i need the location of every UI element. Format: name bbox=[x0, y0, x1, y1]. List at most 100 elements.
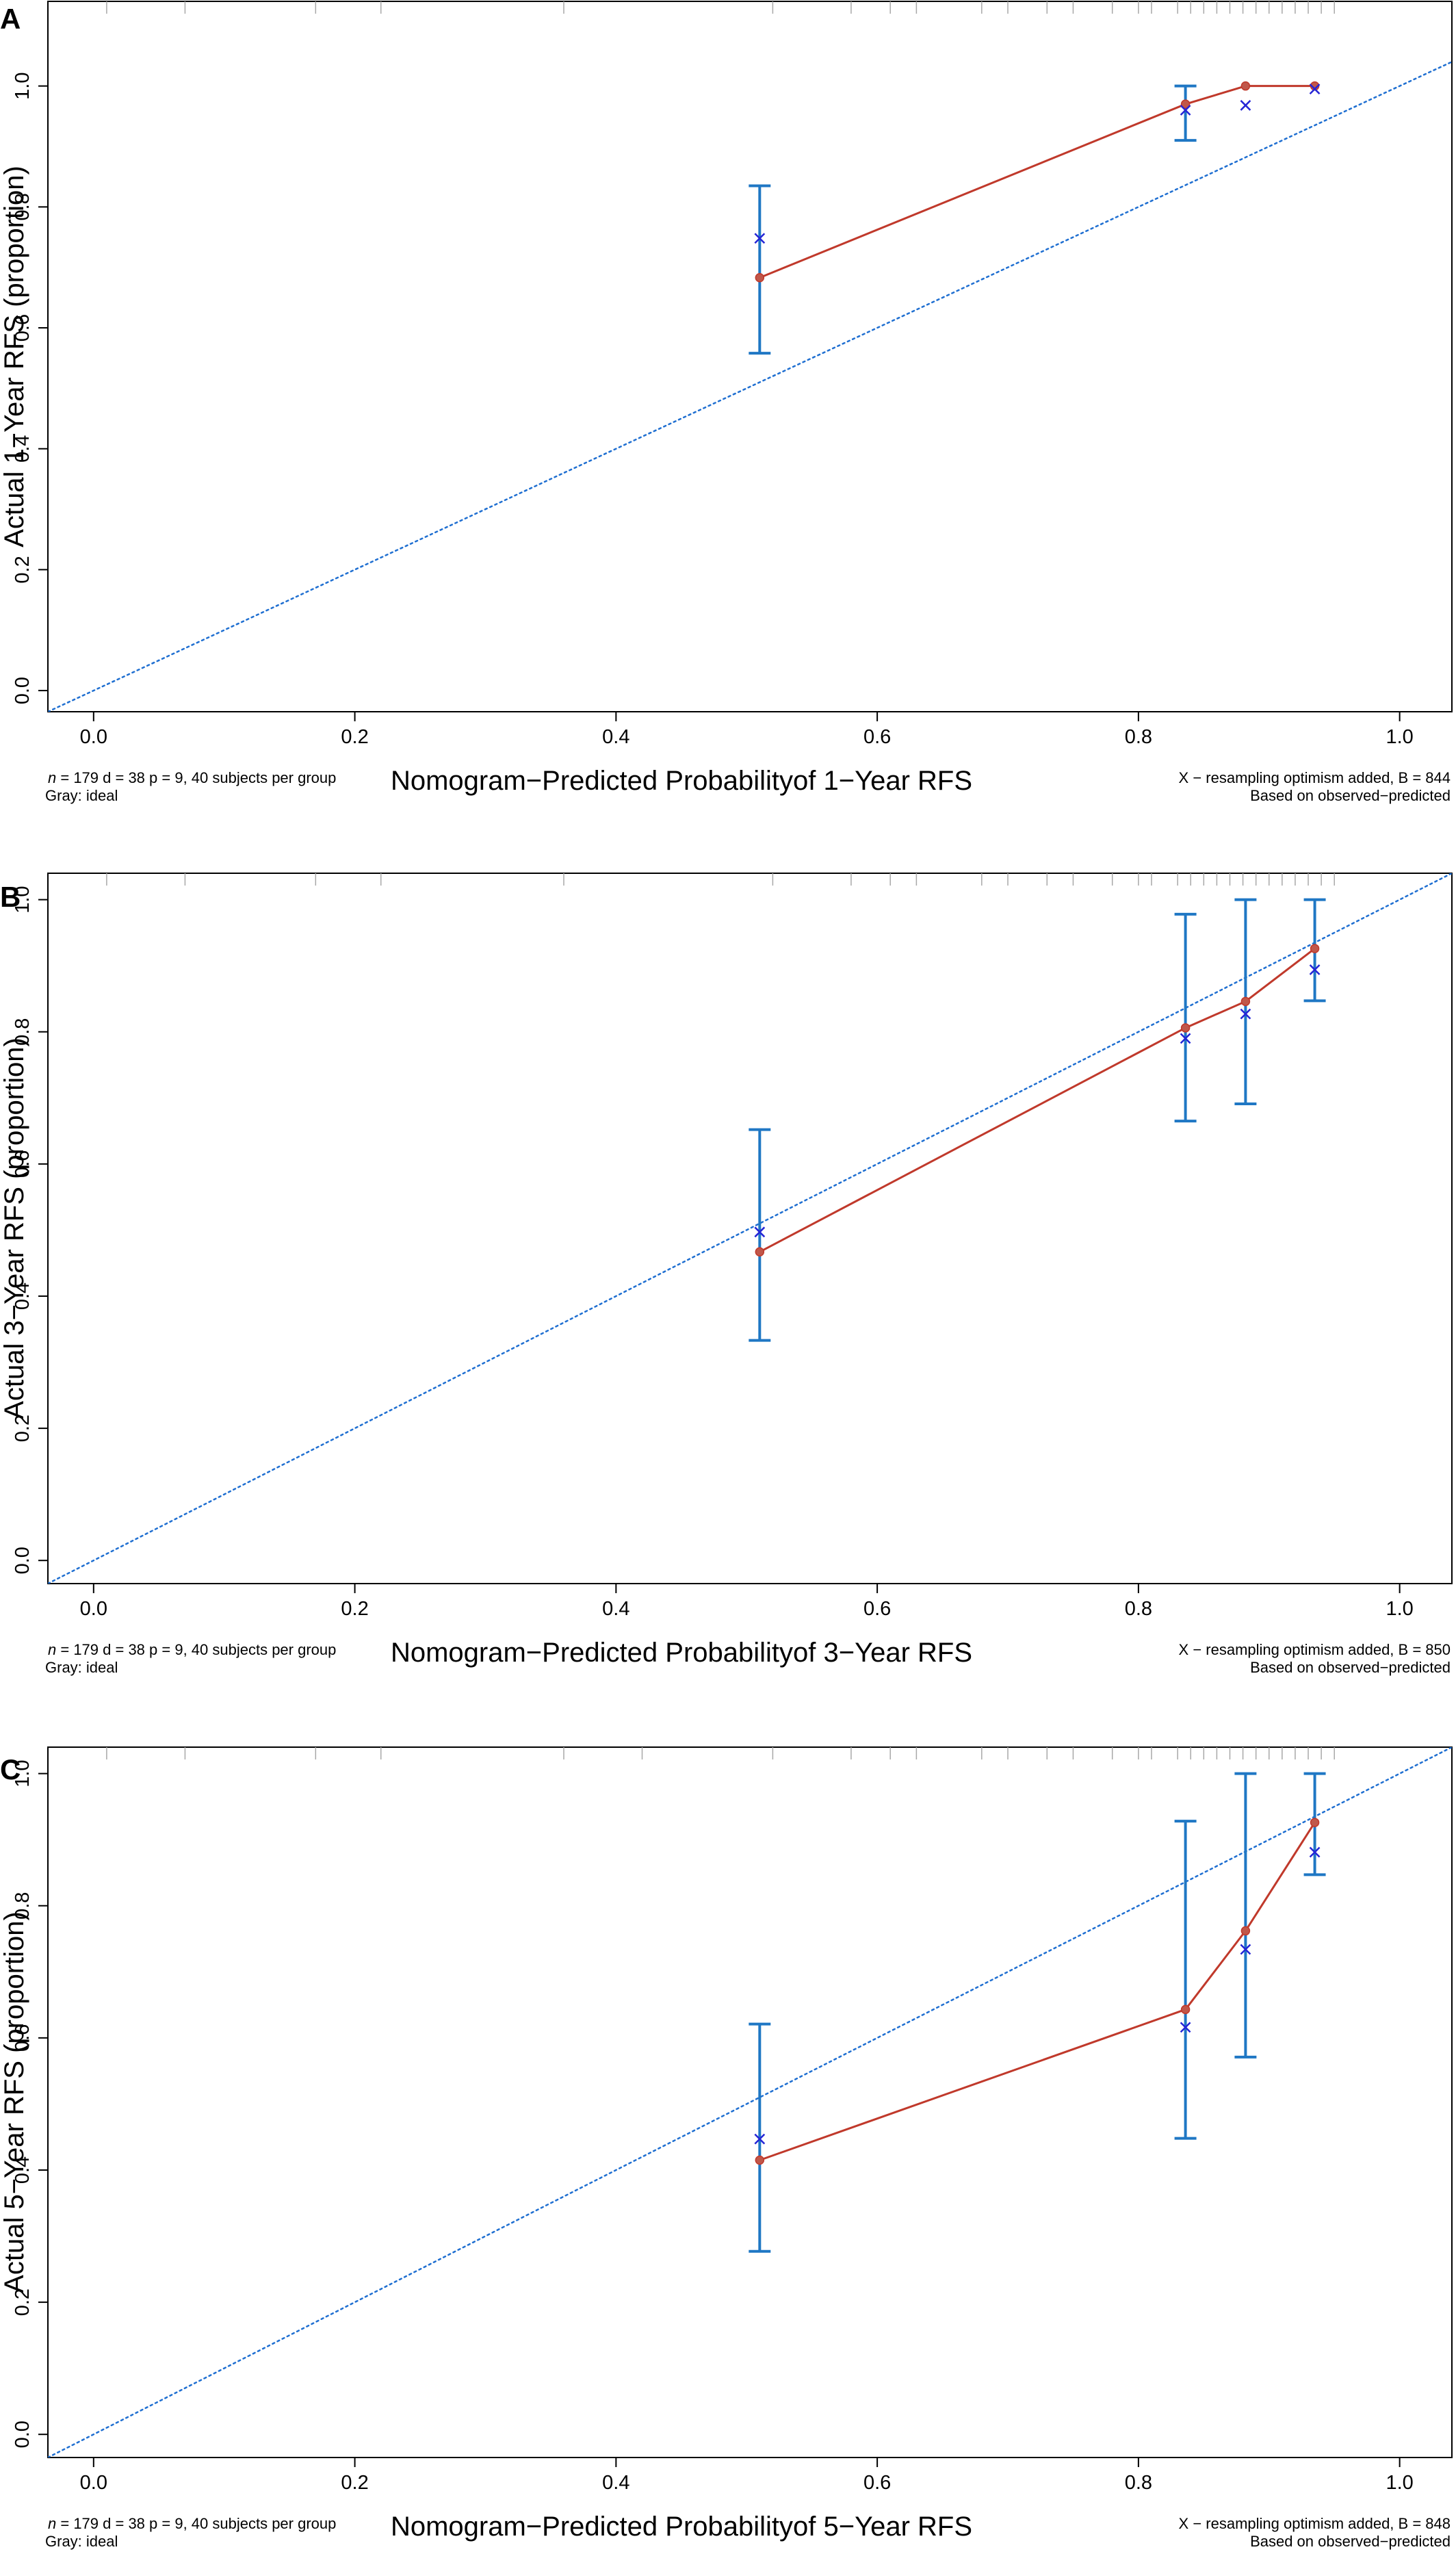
sample-size-text: = 179 d = 38 p = 9, 40 subjects per grou… bbox=[56, 769, 336, 786]
x-tick-label: 0.0 bbox=[80, 726, 107, 748]
y-tick-label: 0.0 bbox=[12, 1547, 34, 1574]
x-tick-label: 0.8 bbox=[1125, 1598, 1152, 1620]
y-tick-label: 0.0 bbox=[12, 677, 34, 704]
bias-corrected-marker bbox=[1180, 105, 1191, 116]
ideal-line bbox=[48, 61, 1452, 712]
footnote-gray-ideal: Gray: ideal bbox=[45, 2533, 118, 2550]
y-tick-label: 0.2 bbox=[12, 2288, 34, 2316]
bias-corrected-marker bbox=[1309, 964, 1321, 975]
footnote-gray-ideal: Gray: ideal bbox=[45, 787, 118, 804]
footnote-gray-ideal: Gray: ideal bbox=[45, 1659, 118, 1676]
y-tick-label: 1.0 bbox=[12, 886, 34, 913]
apparent-point bbox=[1180, 99, 1191, 109]
bias-corrected-marker bbox=[754, 233, 766, 244]
apparent-point bbox=[1240, 996, 1251, 1007]
plot-area bbox=[48, 1747, 1452, 2458]
y-tick-label: 0.0 bbox=[12, 2421, 34, 2448]
plot-frame bbox=[47, 1, 1453, 712]
x-tick-label: 0.2 bbox=[341, 1598, 368, 1620]
x-tick-label: 1.0 bbox=[1386, 2472, 1413, 2494]
bias-corrected-marker bbox=[1240, 1944, 1251, 1955]
y-axis-title: Actual 5−Year RFS (proportion) bbox=[0, 1911, 29, 2293]
x-tick-label: 1.0 bbox=[1386, 1598, 1413, 1620]
bias-corrected-marker bbox=[1309, 83, 1321, 94]
x-tick-label: 1.0 bbox=[1386, 726, 1413, 748]
footnote-based-on: Based on observed−predicted bbox=[1250, 787, 1451, 804]
y-axis-title: Actual 3−Year RFS (proportion) bbox=[0, 1037, 29, 1419]
marker-stroke bbox=[754, 1226, 766, 1238]
marker-stroke bbox=[1180, 105, 1191, 116]
calibration-panel-a: A 0.0 0.2 0.4 0.6 0.8 1.0 0.0 0.2 0.4 0.6 0.8 1.0 Nom… bbox=[0, 1, 1453, 804]
footnote-resampling: X − resampling optimism added, B = 850 bbox=[1179, 1641, 1451, 1658]
apparent-point bbox=[1180, 1023, 1191, 1033]
y-axis-title: Actual 1−Year RFS (proportion) bbox=[0, 166, 29, 547]
n-symbol: n bbox=[48, 1641, 56, 1658]
bias-corrected-marker bbox=[1240, 1008, 1251, 1020]
sample-size-text: = 179 d = 38 p = 9, 40 subjects per grou… bbox=[56, 2515, 336, 2532]
apparent-calibration-line bbox=[759, 85, 1315, 279]
marker-stroke bbox=[1180, 1033, 1191, 1044]
bias-corrected-marker bbox=[1240, 100, 1251, 111]
footnote-sample-size: n = 179 d = 38 p = 9, 40 subjects per gr… bbox=[48, 1641, 336, 1658]
ideal-line bbox=[48, 873, 1452, 1584]
marker-stroke bbox=[754, 2133, 766, 2145]
y-tick-label: 1.0 bbox=[12, 1759, 34, 1787]
y-tick-label: 0.2 bbox=[12, 556, 34, 583]
apparent-point bbox=[755, 2155, 765, 2165]
x-tick-label: 0.2 bbox=[341, 2472, 368, 2494]
bias-corrected-marker bbox=[1180, 2022, 1191, 2033]
calibration-panel-b: B 0.0 0.2 0.4 0.6 0.8 1.0 0.0 0.2 0.4 0.6 0.8 1.0 Nom… bbox=[0, 873, 1453, 1676]
marker-stroke bbox=[1309, 83, 1321, 94]
n-symbol: n bbox=[48, 2515, 56, 2532]
calibration-panel-c: C 0.0 0.2 0.4 0.6 0.8 1.0 0.0 0.2 0.4 0.6 0.8 1.0 Nom… bbox=[0, 1746, 1453, 2550]
apparent-point bbox=[1240, 1926, 1251, 1936]
y-tick-label: 0.6 bbox=[12, 2024, 34, 2052]
y-tick-label: 0.8 bbox=[12, 193, 34, 220]
x-tick-label: 0.2 bbox=[341, 726, 368, 748]
y-tick-label: 0.4 bbox=[12, 1282, 34, 1310]
y-tick-label: 0.8 bbox=[12, 1018, 34, 1046]
x-tick-label: 0.6 bbox=[863, 726, 891, 748]
x-axis-title: Nomogram−Predicted Probabilityof 3−Year … bbox=[391, 1638, 972, 1668]
sample-size-text: = 179 d = 38 p = 9, 40 subjects per grou… bbox=[56, 1641, 336, 1658]
bias-corrected-marker bbox=[754, 2133, 766, 2145]
x-axis-title: Nomogram−Predicted Probabilityof 1−Year … bbox=[391, 766, 972, 796]
apparent-point bbox=[1310, 1818, 1320, 1827]
bias-corrected-marker bbox=[1180, 1033, 1191, 1044]
footnote-based-on: Based on observed−predicted bbox=[1250, 2533, 1451, 2550]
y-tick-label: 1.0 bbox=[12, 73, 34, 100]
footnote-sample-size: n = 179 d = 38 p = 9, 40 subjects per gr… bbox=[48, 769, 336, 786]
apparent-calibration-line bbox=[759, 947, 1316, 1253]
y-tick-label: 0.6 bbox=[12, 1150, 34, 1178]
marker-stroke bbox=[1180, 2022, 1191, 2033]
x-tick-label: 0.4 bbox=[602, 726, 629, 748]
apparent-calibration-line bbox=[759, 1822, 1316, 2161]
x-tick-label: 0.8 bbox=[1125, 2472, 1152, 2494]
y-tick-label: 0.4 bbox=[12, 2156, 34, 2184]
x-tick-label: 0.6 bbox=[863, 2472, 891, 2494]
marker-stroke bbox=[1240, 100, 1251, 111]
marker-stroke bbox=[1240, 1944, 1251, 1955]
footnote-sample-size: n = 179 d = 38 p = 9, 40 subjects per gr… bbox=[48, 2515, 336, 2532]
footnote-resampling: X − resampling optimism added, B = 844 bbox=[1179, 769, 1451, 786]
apparent-point bbox=[1180, 2004, 1191, 2015]
bias-corrected-marker bbox=[1309, 1846, 1321, 1858]
apparent-point bbox=[1240, 81, 1251, 91]
n-symbol: n bbox=[48, 769, 56, 786]
marker-stroke bbox=[1240, 1008, 1251, 1020]
marker-stroke bbox=[1309, 1846, 1321, 1858]
panel-letter: A bbox=[0, 3, 21, 35]
x-tick-label: 0.4 bbox=[602, 1598, 629, 1620]
footnote-resampling: X − resampling optimism added, B = 848 bbox=[1179, 2515, 1451, 2532]
x-tick-label: 0.4 bbox=[602, 2472, 629, 2494]
bias-corrected-marker bbox=[754, 1226, 766, 1238]
plot-area bbox=[48, 1, 1452, 712]
apparent-point bbox=[755, 1247, 765, 1257]
apparent-point bbox=[1310, 944, 1320, 953]
marker-stroke bbox=[1309, 964, 1321, 975]
ideal-line bbox=[48, 1747, 1452, 2458]
x-tick-label: 0.0 bbox=[80, 2472, 107, 2494]
y-tick-label: 0.2 bbox=[12, 1415, 34, 1442]
marker-stroke bbox=[754, 233, 766, 244]
